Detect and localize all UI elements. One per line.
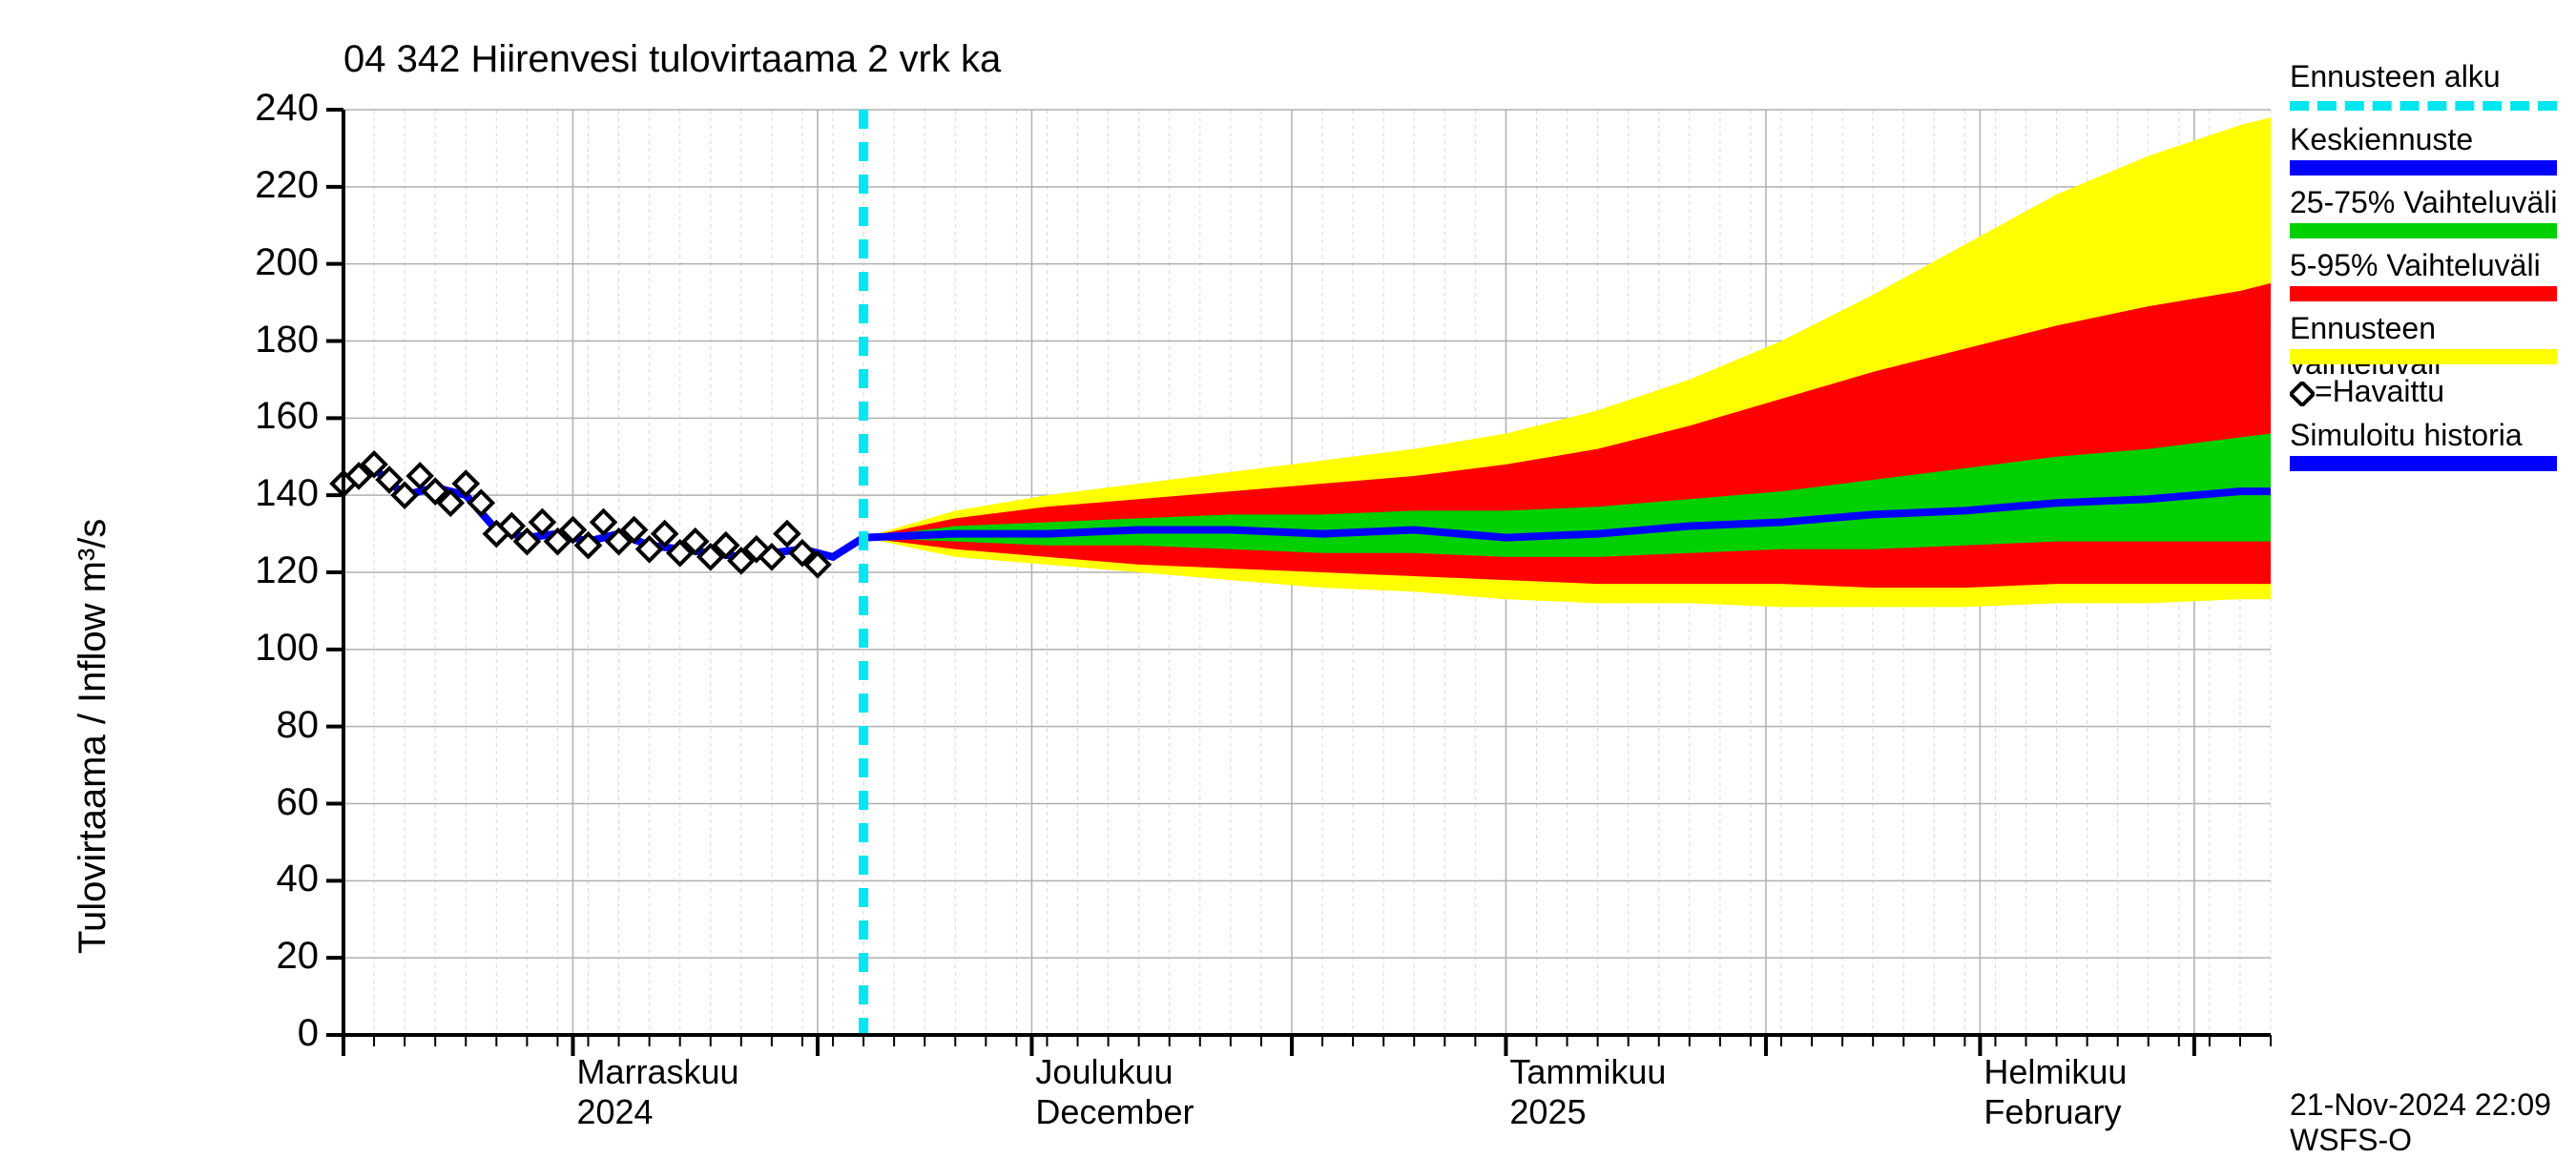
y-tick-label: 40	[277, 858, 320, 900]
legend-label: 25-75% Vaihteluväli	[2290, 185, 2557, 220]
legend-swatch	[2290, 160, 2557, 176]
legend-swatch	[2290, 456, 2557, 471]
x-tick-label-bot: December	[1035, 1092, 1194, 1132]
x-tick-label-top: Joulukuu	[1035, 1052, 1173, 1092]
x-tick-label-top: Tammikuu	[1509, 1052, 1666, 1092]
y-tick-label: 100	[255, 627, 319, 670]
y-tick-label: 200	[255, 241, 319, 284]
y-axis-label: Tulovirtaama / Inflow m³/s	[72, 519, 114, 954]
x-tick-label-bot: 2025	[1509, 1092, 1586, 1132]
y-tick-label: 20	[277, 935, 320, 978]
legend-label: Ennusteen alku	[2290, 59, 2501, 94]
x-tick-label-top: Helmikuu	[1984, 1052, 2127, 1092]
y-tick-label: 220	[255, 164, 319, 207]
y-tick-label: 60	[277, 781, 320, 824]
legend-label: 5-95% Vaihteluväli	[2290, 248, 2541, 283]
y-tick-label: 160	[255, 395, 319, 438]
legend-swatch	[2290, 349, 2557, 364]
x-tick-label-bot: February	[1984, 1092, 2121, 1132]
x-tick-label-bot: 2024	[576, 1092, 653, 1132]
timestamp: 21-Nov-2024 22:09 WSFS-O	[2290, 1087, 2576, 1158]
y-tick-label: 120	[255, 549, 319, 592]
legend-swatch	[2290, 286, 2557, 301]
chart-title: 04 342 Hiirenvesi tulovirtaama 2 vrk ka	[343, 38, 1001, 81]
legend-label: Simuloitu historia	[2290, 418, 2523, 453]
y-tick-label: 140	[255, 472, 319, 515]
y-tick-label: 240	[255, 87, 319, 130]
legend-label: Ennusteen vaihteluväli	[2290, 311, 2576, 382]
y-tick-label: 0	[298, 1012, 319, 1055]
legend-label: =Havaittu	[2290, 374, 2444, 409]
legend-label: Keskiennuste	[2290, 122, 2473, 157]
chart-svg	[0, 0, 2576, 1145]
y-tick-label: 180	[255, 319, 319, 362]
y-tick-label: 80	[277, 704, 320, 747]
legend-swatch	[2290, 223, 2557, 238]
chart-container: 04 342 Hiirenvesi tulovirtaama 2 vrk ka …	[0, 0, 2576, 1145]
x-tick-label-top: Marraskuu	[576, 1052, 738, 1092]
legend-swatch	[2290, 101, 2557, 111]
